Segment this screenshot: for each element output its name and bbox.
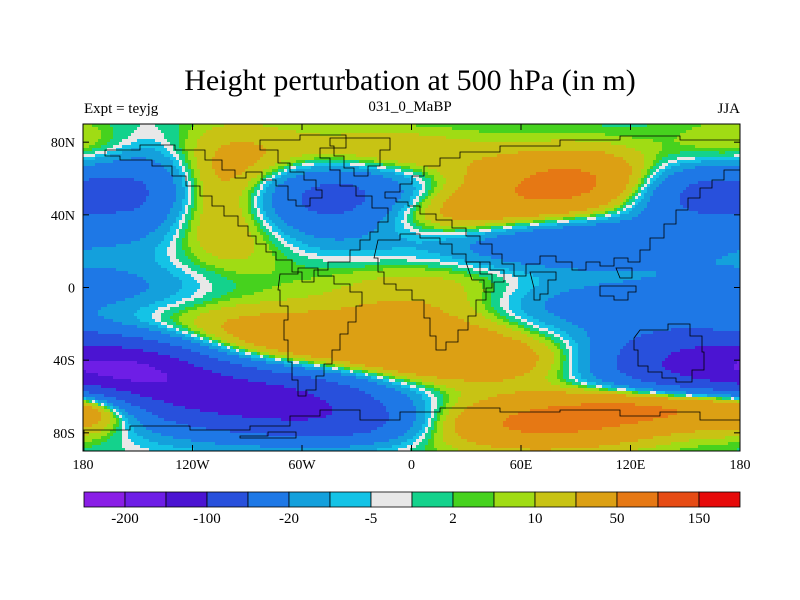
colorbar-label: -200 (111, 511, 139, 527)
colorbar-swatch (124, 491, 167, 508)
colorbar-label: 2 (449, 511, 457, 527)
right-string: JJA (717, 101, 740, 117)
colorbar-swatch (452, 491, 495, 508)
colorbar-label: 10 (528, 511, 543, 527)
left-string: Expt = teyjg (84, 101, 159, 117)
colorbar-swatch (411, 491, 454, 508)
x-axis: 180 120W 60W 0 60E 120E 180 (73, 124, 751, 473)
colorbar-label: 50 (610, 511, 625, 527)
y-tick-label: 40S (53, 354, 75, 369)
height-perturbation-field (83, 124, 740, 451)
y-tick-label: 80S (53, 427, 75, 442)
x-tick-label: 120E (616, 458, 646, 473)
x-tick-label: 60E (510, 458, 533, 473)
x-tick-label: 180 (73, 458, 94, 473)
colorbar-swatch (698, 491, 741, 508)
colorbar-swatch (329, 491, 372, 508)
colorbar-swatch (83, 491, 126, 508)
x-tick-label: 0 (408, 458, 415, 473)
center-string: 031_0_MaBP (368, 99, 451, 115)
colorbar-label: -20 (279, 511, 299, 527)
colorbar-swatch (616, 491, 659, 508)
colorbar-label: -100 (193, 511, 221, 527)
y-tick-label: 40N (51, 209, 75, 224)
colorbar-swatch (165, 491, 208, 508)
continent-outlines (83, 134, 740, 451)
x-tick-label: 120W (175, 458, 210, 473)
colorbar-swatch (370, 491, 413, 508)
colorbar-label: 150 (688, 511, 711, 527)
y-axis: 80N 40N 0 40S 80S (51, 136, 740, 442)
colorbar-swatch (493, 491, 536, 508)
colorbar-swatch (247, 491, 290, 508)
colorbar-swatch (575, 491, 618, 508)
colorbar-label: -5 (365, 511, 378, 527)
colorbar-swatch (288, 491, 331, 508)
colorbar-swatch (206, 491, 249, 508)
x-tick-label: 180 (730, 458, 751, 473)
colorbar-swatch (534, 491, 577, 508)
y-tick-label: 0 (68, 282, 75, 297)
y-tick-label: 80N (51, 136, 75, 151)
chart-title: Height perturbation at 500 hPa (in m) (184, 64, 636, 97)
colorbar-swatch (657, 491, 700, 508)
colorbar: -200 -100 -20 -5 2 10 50 150 (83, 491, 741, 527)
x-tick-label: 60W (288, 458, 316, 473)
